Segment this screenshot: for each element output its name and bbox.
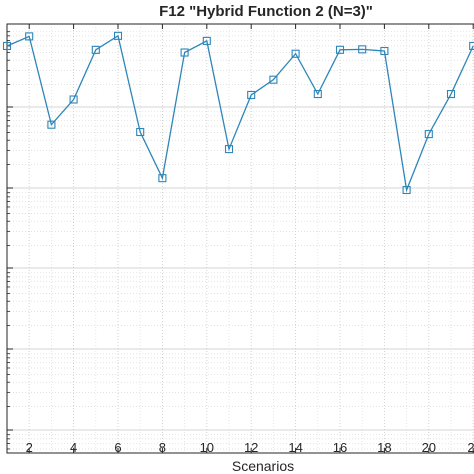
- data-point-marker: [2, 41, 12, 51]
- x-tick-label: 20: [422, 440, 436, 455]
- data-point-marker: [469, 41, 474, 51]
- data-point-marker: [158, 174, 167, 183]
- data-point-marker: [25, 32, 34, 41]
- data-point-marker: [446, 89, 456, 99]
- data-point-marker: [402, 185, 411, 195]
- data-point-marker: [335, 45, 345, 54]
- plot-area-border: [6, 23, 474, 454]
- x-tick-label: 6: [114, 440, 121, 455]
- series-line: [6, 34, 474, 193]
- data-point-marker: [380, 46, 389, 56]
- data-point-marker: [224, 145, 234, 154]
- series: [2, 31, 474, 195]
- x-axis-label: Scenarios: [232, 458, 294, 474]
- data-point-marker: [358, 45, 367, 54]
- x-tick-label: 10: [200, 440, 214, 455]
- x-tick-label: 2(: [467, 440, 474, 455]
- data-point-marker: [313, 89, 322, 99]
- data-point-marker: [202, 36, 211, 45]
- axis-ticks: [7, 24, 474, 453]
- x-tick-labels: 2 4 6 8 10 12 14 16 18 20 2(: [26, 440, 474, 455]
- x-tick-label: 2: [26, 440, 33, 455]
- data-point-marker: [136, 127, 145, 137]
- data-point-marker: [180, 48, 189, 57]
- data-point-marker: [91, 45, 100, 54]
- data-point-marker: [69, 95, 78, 104]
- data-point-marker: [247, 90, 256, 100]
- data-point-marker: [113, 31, 123, 40]
- x-tick-label: 12: [244, 440, 258, 455]
- chart-title: F12 "Hybrid Function 2 (N=3)": [159, 3, 373, 20]
- x-tick-label: 8: [159, 440, 166, 455]
- data-point-marker: [47, 120, 56, 129]
- data-point-marker: [269, 75, 278, 84]
- data-point-marker: [424, 130, 433, 139]
- x-tick-label: 18: [377, 440, 391, 455]
- x-tick-label: 16: [333, 440, 347, 455]
- x-tick-label: 4: [70, 440, 77, 455]
- grid: [7, 24, 474, 453]
- x-tick-label: 14: [288, 440, 302, 455]
- data-point-marker: [291, 49, 300, 58]
